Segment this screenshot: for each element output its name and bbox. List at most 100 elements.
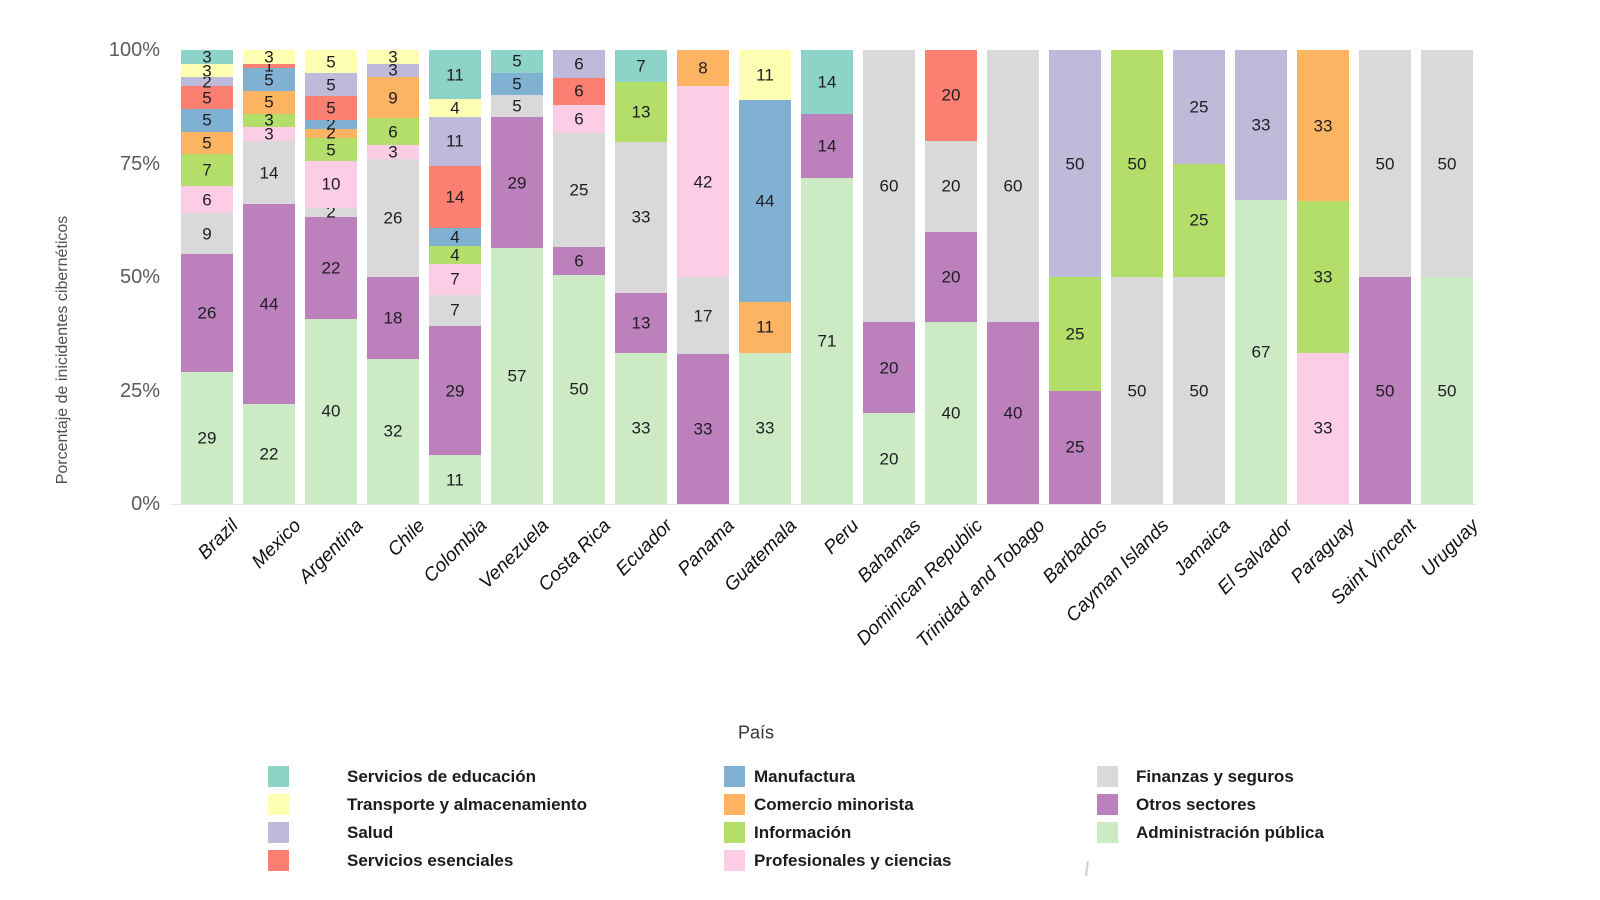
legend-label: Información <box>754 823 852 842</box>
segment-value-label: 5 <box>326 75 336 95</box>
bar-bahamas: 20 20 60 <box>863 50 915 504</box>
segment-value-label: 5 <box>512 74 522 94</box>
segment-value-label: 11 <box>446 131 464 151</box>
bar-barbados: 25 25 50 <box>1049 50 1101 504</box>
legend-item-administracion-publica: Administración pública <box>1097 822 1324 843</box>
segment-value-label: 29 <box>507 173 527 193</box>
segment-value-label: 5 <box>202 133 212 153</box>
segment-mexico-profesionales-y-ciencias: 3 <box>243 124 295 144</box>
bar-saint-vincent: 50 50 <box>1359 50 1411 504</box>
segment-value-label: 5 <box>512 51 522 71</box>
segment-cayman-islands-informacion: 50 <box>1111 50 1163 277</box>
segment-bahamas-administracion-publica: 20 <box>863 413 915 504</box>
segment-colombia-finanzas-y-seguros: 7 <box>429 294 481 326</box>
legend-label: Salud <box>347 823 394 842</box>
segment-argentina-transporte-y-almacenamiento: 5 <box>305 50 357 74</box>
segment-value-label: 26 <box>197 303 217 323</box>
x-tick-mexico: Mexico <box>247 515 306 573</box>
segment-value-label: 50 <box>1437 381 1457 400</box>
segment-value-label: 6 <box>574 54 584 74</box>
x-tick-ecuador: Ecuador <box>612 515 678 581</box>
legend-label: Manufactura <box>754 767 856 786</box>
segment-value-label: 50 <box>1127 154 1147 173</box>
segment-brazil-servicios-de-educacion: 3 <box>181 48 233 65</box>
segment-value-label: 50 <box>569 379 589 399</box>
segment-value-label: 14 <box>817 136 837 156</box>
segment-value-label: 50 <box>1065 154 1085 173</box>
segment-value-label: 3 <box>388 47 398 67</box>
segment-value-label: 5 <box>512 96 522 116</box>
segment-value-label: 4 <box>450 98 460 118</box>
segment-colombia-servicios-esenciales: 14 <box>429 165 481 229</box>
bar-cayman-islands: 50 50 <box>1111 50 1163 504</box>
segment-value-label: 14 <box>445 187 465 207</box>
segment-value-label: 20 <box>941 85 961 105</box>
y-tick-75: 75% <box>119 152 160 175</box>
segment-costa-rica-finanzas-y-seguros: 25 <box>553 132 605 248</box>
segment-value-label: 5 <box>202 88 212 108</box>
segment-value-label: 40 <box>321 401 341 421</box>
segment-brazil-servicios-esenciales: 5 <box>181 86 233 110</box>
segment-value-label: 50 <box>1437 154 1457 173</box>
legend-label: Profesionales y ciencias <box>754 851 952 870</box>
segment-bahamas-finanzas-y-seguros: 60 <box>863 50 915 323</box>
segment-value-label: 40 <box>941 403 961 423</box>
segment-value-label: 11 <box>756 317 774 337</box>
segment-colombia-otros-sectores: 29 <box>429 325 481 456</box>
legend-swatch-servicios-esenciales <box>268 850 289 871</box>
segment-mexico-finanzas-y-seguros: 14 <box>243 140 295 205</box>
segment-value-label: 6 <box>202 190 212 210</box>
segment-value-label: 25 <box>1189 97 1209 117</box>
segment-peru-servicios-de-educacion: 14 <box>801 50 853 115</box>
segment-value-label: 29 <box>197 428 217 448</box>
segment-argentina-informacion: 5 <box>305 138 357 162</box>
segment-colombia-salud: 11 <box>429 116 481 166</box>
segment-colombia-transporte-y-almacenamiento: 4 <box>429 99 481 117</box>
legend-label: Servicios esenciales <box>347 851 514 870</box>
segment-mexico-servicios-esenciales: 1 <box>243 57 295 74</box>
legend-item-manufactura: Manufactura <box>724 766 855 787</box>
segment-jamaica-informacion: 25 <box>1173 163 1225 277</box>
bar-peru: 71 14 14 <box>801 50 853 504</box>
segment-value-label: 50 <box>1127 381 1147 400</box>
segment-venezuela-manufactura: 5 <box>491 72 543 95</box>
segment-value-label: 25 <box>569 180 589 200</box>
segment-value-label: 7 <box>450 300 460 320</box>
segment-value-label: 13 <box>631 313 651 333</box>
segment-argentina-otros-sectores: 22 <box>305 216 357 319</box>
legend-swatch-administracion-publica <box>1097 822 1118 843</box>
segment-bahamas-otros-sectores: 20 <box>863 322 915 414</box>
legend-swatch-transporte-y-almacenamiento <box>268 794 289 815</box>
bar-chile: 32 18 26 3 6 9 3 3 <box>367 47 419 504</box>
segment-value-label: 13 <box>631 102 651 122</box>
segment-value-label: 4 <box>450 245 460 265</box>
segment-value-label: 5 <box>326 52 336 72</box>
segment-value-label: 25 <box>1065 437 1085 457</box>
segment-barbados-informacion: 25 <box>1049 277 1101 391</box>
segment-costa-rica-servicios-esenciales: 6 <box>553 77 605 106</box>
x-tick-argentina: Argentina <box>294 515 368 588</box>
bar-colombia: 11 29 7 7 4 4 14 11 4 11 <box>429 50 481 504</box>
segment-value-label: 33 <box>631 207 651 227</box>
bar-paraguay: 33 33 33 <box>1297 50 1349 504</box>
segment-paraguay-comercio-minorista: 33 <box>1297 50 1349 202</box>
segment-value-label: 50 <box>1189 381 1209 400</box>
segment-dominican-republic-otros-sectores: 20 <box>925 231 977 323</box>
legend-item-informacion: Información <box>724 822 851 843</box>
segment-value-label: 33 <box>693 419 713 439</box>
bar-jamaica: 50 25 25 <box>1173 50 1225 504</box>
legend-item-servicios-de-educacion: Servicios de educación <box>268 766 536 787</box>
legend-item-finanzas-y-seguros: Finanzas y seguros <box>1097 766 1294 787</box>
x-axis-title: País <box>737 722 775 743</box>
segment-value-label: 9 <box>202 224 212 244</box>
x-axis-line <box>170 504 1477 505</box>
segment-value-label: 60 <box>879 176 899 196</box>
segment-value-label: 3 <box>264 124 274 144</box>
segment-value-label: 44 <box>259 294 279 314</box>
segment-paraguay-informacion: 33 <box>1297 201 1349 353</box>
segment-value-label: 3 <box>264 110 274 130</box>
segment-panama-finanzas-y-seguros: 17 <box>677 277 729 355</box>
segment-barbados-salud: 50 <box>1049 50 1101 277</box>
segment-chile-comercio-minorista: 9 <box>367 77 419 119</box>
